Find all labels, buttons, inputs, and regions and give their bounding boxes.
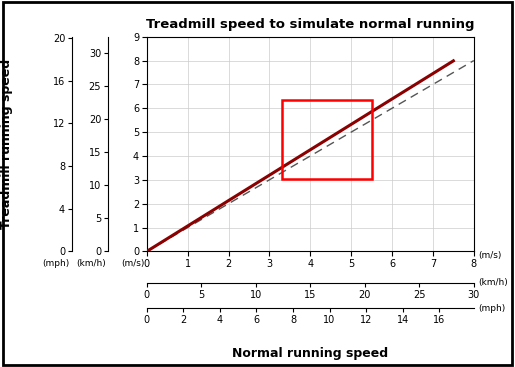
- Title: Treadmill speed to simulate normal running: Treadmill speed to simulate normal runni…: [146, 18, 474, 31]
- Text: Normal running speed: Normal running speed: [232, 347, 388, 360]
- Text: (km/h): (km/h): [478, 278, 508, 287]
- Text: (mph): (mph): [478, 304, 505, 313]
- Text: (m/s): (m/s): [478, 251, 501, 259]
- Bar: [282, 100, 372, 179]
- Text: Treadmill running speed: Treadmill running speed: [0, 59, 13, 229]
- Text: (km/h): (km/h): [76, 259, 106, 268]
- Text: (m/s): (m/s): [121, 259, 144, 268]
- Text: (mph): (mph): [42, 259, 70, 268]
